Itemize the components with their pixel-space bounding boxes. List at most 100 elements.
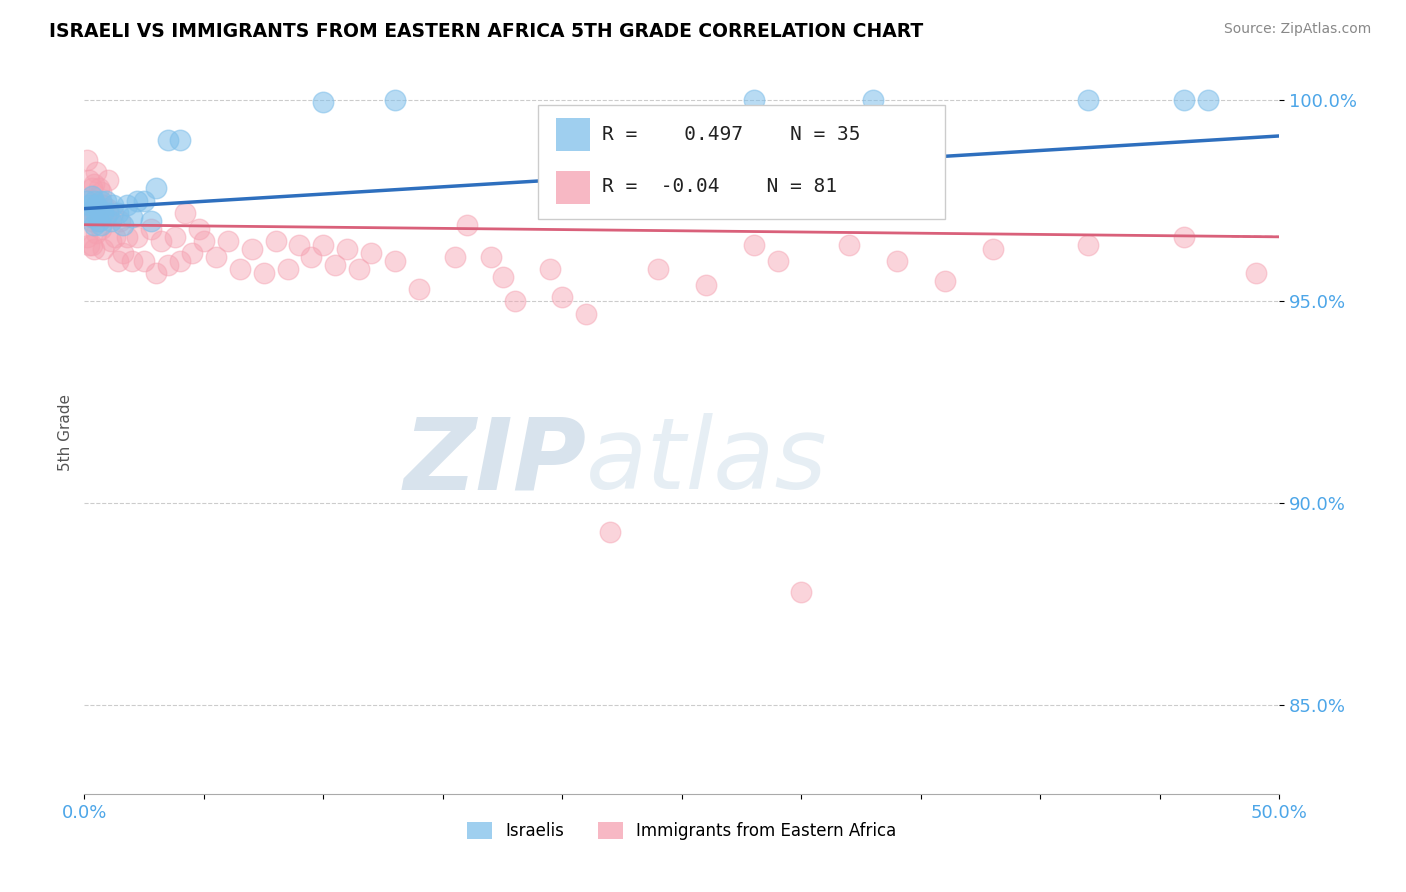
Point xyxy=(80,210,103,224)
Point xyxy=(1077,238,1099,252)
Point xyxy=(97,173,120,187)
Point xyxy=(173,205,195,219)
Point xyxy=(77,197,100,211)
Point xyxy=(742,94,765,108)
Point xyxy=(83,242,105,256)
Point xyxy=(83,194,105,208)
Point xyxy=(384,254,406,268)
Point xyxy=(86,205,108,219)
Point xyxy=(647,262,669,277)
FancyBboxPatch shape xyxy=(538,105,945,219)
Point xyxy=(87,213,110,227)
Point xyxy=(110,213,132,227)
Point xyxy=(76,153,98,168)
Point xyxy=(132,194,156,208)
Point xyxy=(253,266,276,280)
Point xyxy=(188,221,211,235)
Point xyxy=(94,210,117,224)
Point xyxy=(408,282,430,296)
Point xyxy=(93,197,115,211)
Point xyxy=(100,213,122,227)
Point xyxy=(111,246,134,260)
Point xyxy=(886,254,908,268)
Point xyxy=(384,94,406,108)
Point xyxy=(149,234,172,248)
Point xyxy=(83,205,105,219)
Point xyxy=(117,197,139,211)
Point xyxy=(205,250,228,264)
Point xyxy=(312,238,335,252)
Point xyxy=(157,133,180,147)
Legend: Israelis, Immigrants from Eastern Africa: Israelis, Immigrants from Eastern Africa xyxy=(461,815,903,847)
Point xyxy=(107,205,129,219)
Point xyxy=(349,262,371,277)
Point xyxy=(540,262,562,277)
Point xyxy=(86,226,108,240)
Point xyxy=(862,94,884,108)
Point xyxy=(97,205,120,219)
Point xyxy=(86,165,108,179)
Point xyxy=(790,585,813,599)
Point xyxy=(141,213,163,227)
Point xyxy=(80,189,103,203)
Point xyxy=(240,242,263,256)
Point xyxy=(117,230,139,244)
Text: ZIP: ZIP xyxy=(404,413,586,510)
FancyBboxPatch shape xyxy=(557,171,591,203)
Point xyxy=(80,181,103,195)
Point xyxy=(444,250,467,264)
Text: atlas: atlas xyxy=(586,413,828,510)
Point xyxy=(80,213,103,227)
Point xyxy=(76,230,98,244)
Text: R =    0.497    N = 35: R = 0.497 N = 35 xyxy=(602,125,860,144)
Point xyxy=(312,95,335,109)
Point xyxy=(1197,94,1219,108)
Text: ISRAELI VS IMMIGRANTS FROM EASTERN AFRICA 5TH GRADE CORRELATION CHART: ISRAELI VS IMMIGRANTS FROM EASTERN AFRIC… xyxy=(49,22,924,41)
Point xyxy=(83,218,105,232)
Point xyxy=(575,307,598,321)
Point xyxy=(325,258,347,272)
Text: R =  -0.04    N = 81: R = -0.04 N = 81 xyxy=(602,178,837,196)
Point xyxy=(111,218,134,232)
Point xyxy=(93,205,115,219)
Point xyxy=(229,262,252,277)
Y-axis label: 5th Grade: 5th Grade xyxy=(58,394,73,471)
Point xyxy=(934,274,956,288)
Point xyxy=(1077,94,1099,108)
Point xyxy=(145,181,167,195)
Point xyxy=(492,270,515,285)
Point xyxy=(80,238,103,252)
Point xyxy=(107,254,129,268)
Point xyxy=(76,194,98,208)
Point xyxy=(479,250,502,264)
Point xyxy=(77,205,100,219)
Point xyxy=(336,242,359,256)
Point xyxy=(360,246,382,260)
Point xyxy=(599,524,621,539)
Point xyxy=(145,266,167,280)
Point xyxy=(83,178,105,192)
Point xyxy=(87,181,110,195)
Point xyxy=(193,234,215,248)
Point xyxy=(93,242,115,256)
Point xyxy=(181,246,204,260)
Point xyxy=(838,238,860,252)
Point xyxy=(90,221,112,235)
Point xyxy=(456,218,478,232)
Point xyxy=(742,238,765,252)
Point xyxy=(766,254,789,268)
Point xyxy=(90,186,112,200)
Point xyxy=(94,194,117,208)
Point xyxy=(125,194,148,208)
Point xyxy=(1173,230,1195,244)
Point xyxy=(86,197,108,211)
Text: Source: ZipAtlas.com: Source: ZipAtlas.com xyxy=(1223,22,1371,37)
Point xyxy=(165,230,187,244)
Point xyxy=(100,234,122,248)
Point xyxy=(77,205,100,219)
Point xyxy=(77,238,100,252)
Point xyxy=(121,210,143,224)
Point xyxy=(90,218,112,232)
Point xyxy=(169,133,191,147)
Point xyxy=(77,173,100,187)
